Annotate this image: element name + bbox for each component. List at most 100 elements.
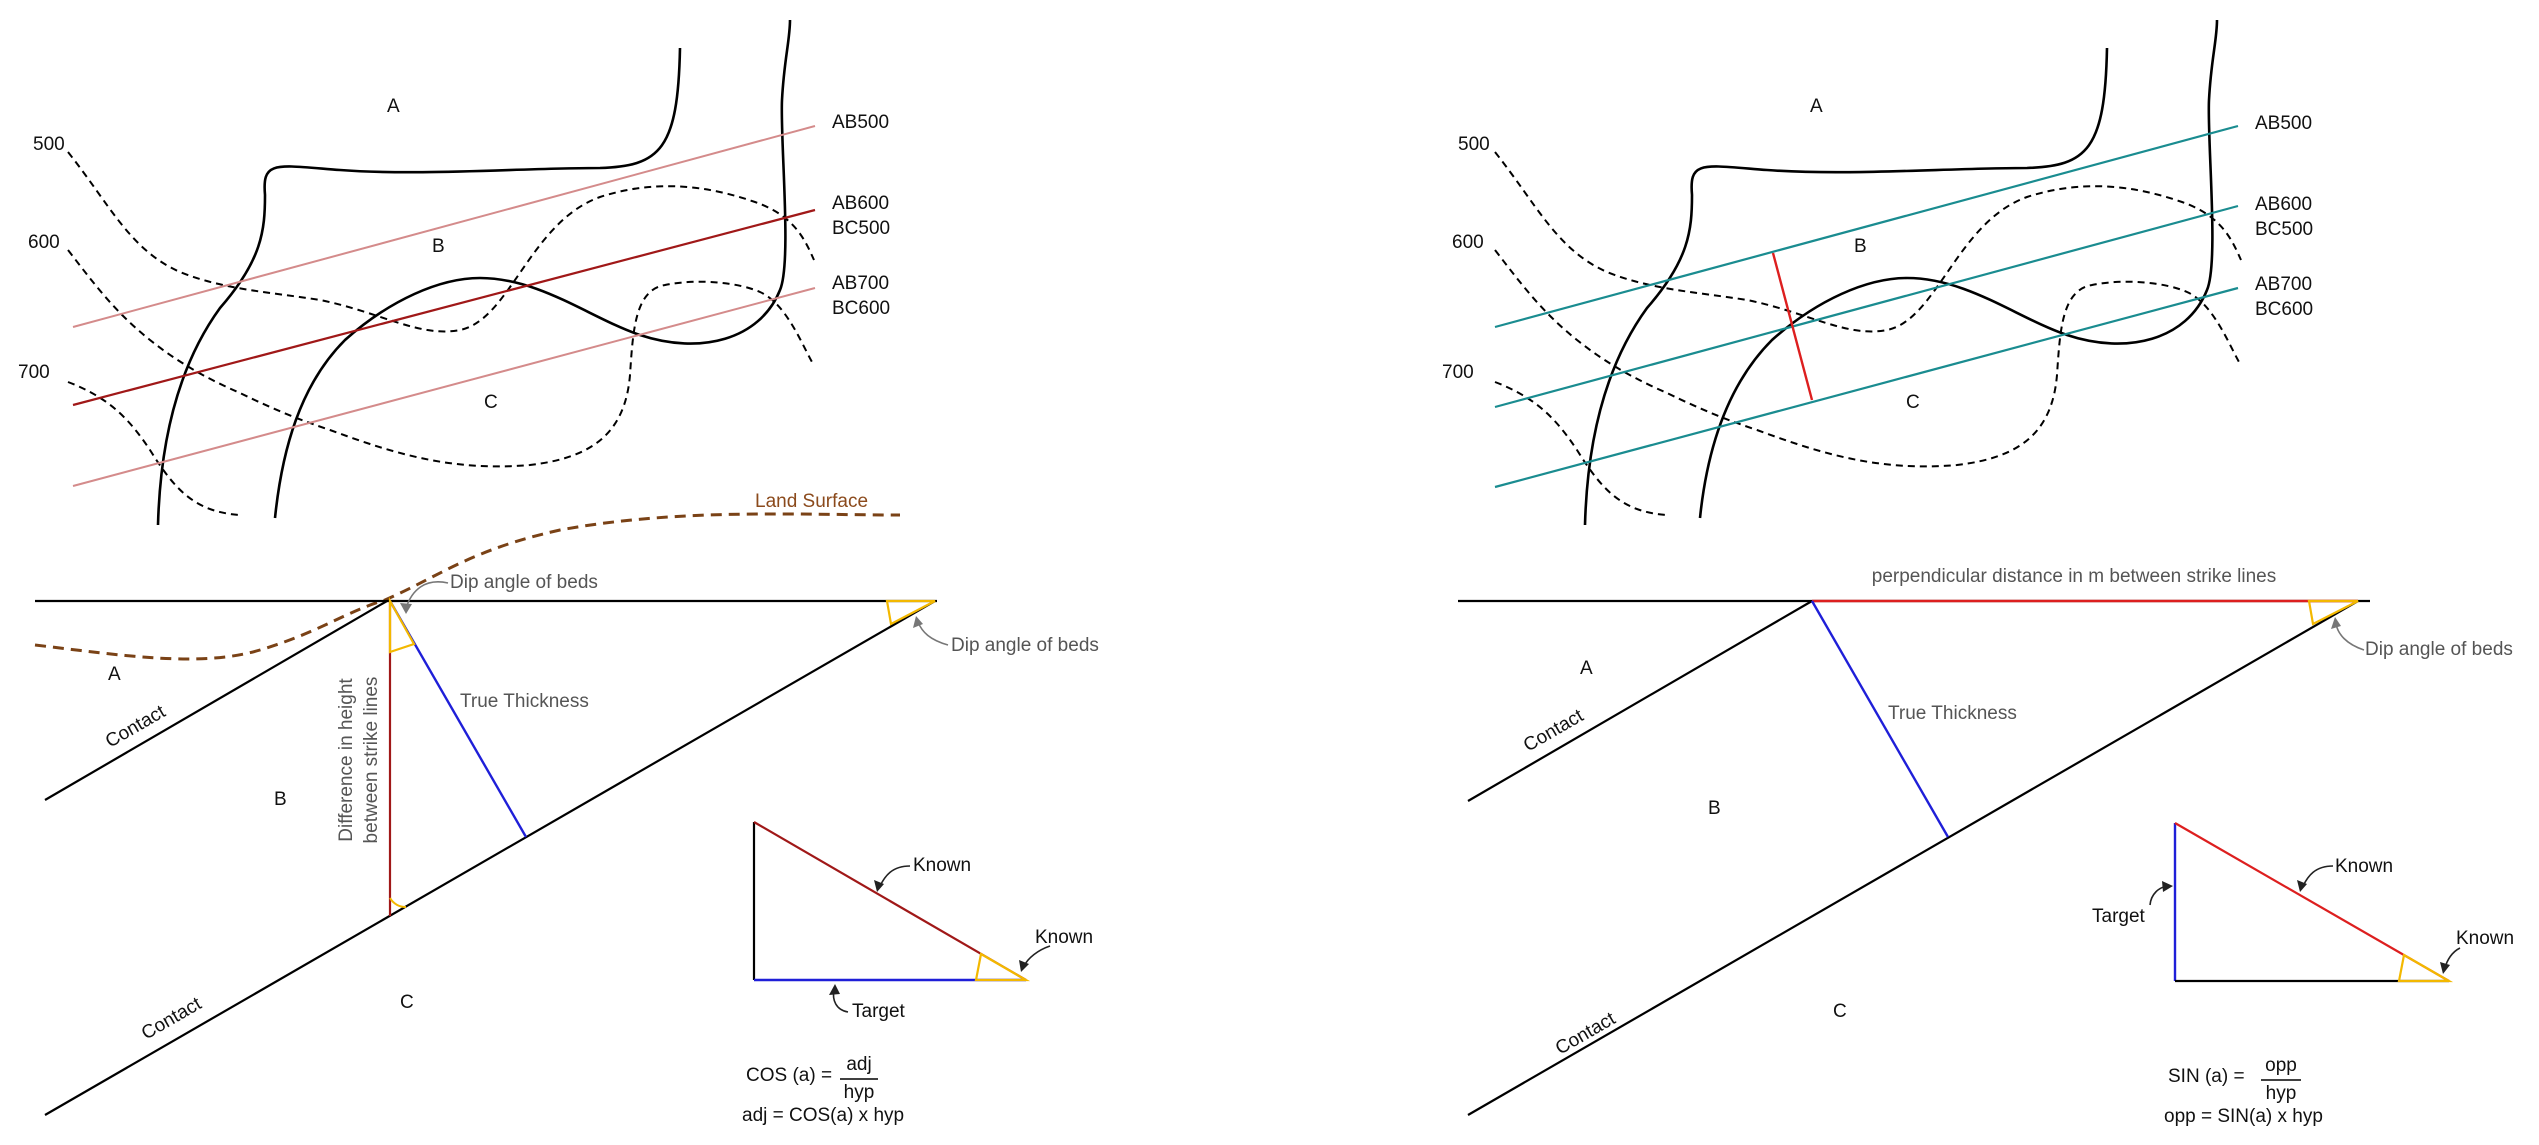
contour-500 [1494,151,2242,333]
strike-line-ab500 [72,125,816,328]
right-trig-triangle: Known Known Target [2092,822,2514,983]
contact-label-upper: Contact [1520,705,1588,756]
lower-contact-line [44,600,936,1116]
known-label-hyp: Known [913,855,971,876]
height-difference-label-line1: Difference in height [336,678,357,842]
contact-bc-map [1698,19,2219,519]
left-cross-section: Land Surface Dip angle of beds Dip angle… [34,491,1099,1116]
contour-600 [67,249,813,468]
perpendicular-distance-line [1771,252,1814,401]
known-arrowhead-angle [1019,960,1029,972]
height-difference-label-line2: between strike lines [361,677,382,844]
contour-label-700: 700 [18,362,50,383]
known-arrow-hyp [2302,865,2334,887]
known-label-hyp: Known [2335,856,2393,877]
strike-line-ab700-bc600 [72,287,816,487]
contour-label-600: 600 [1452,232,1484,253]
dip-angle-arrow-top [405,581,449,609]
angle-arc-bottom [389,897,407,909]
left-formula: COS (a) = adj hyp adj = COS(a) x hyp [742,1054,904,1126]
dip-angle-arrow-right [917,621,949,646]
true-thickness-line [1810,600,1950,838]
known-arrowhead-angle [2440,962,2450,974]
strike-line-ab600-bc500 [1494,204,2239,409]
sin-formula-lhs: SIN (a) = [2168,1066,2245,1087]
contact-label-lower: Contact [138,993,206,1044]
strike-label-bc600: BC600 [832,298,890,319]
strike-line-ab600-bc500 [72,208,816,407]
right-formula: SIN (a) = opp hyp opp = SIN(a) x hyp [2164,1055,2323,1127]
map-unit-label-c: C [484,392,498,413]
strike-label-bc600: BC600 [2255,299,2313,320]
contact-bc-map [273,19,792,519]
contour-700 [1494,381,1668,516]
strike-line-ab500 [1494,124,2239,329]
contour-600 [1494,249,2240,468]
known-arrowhead-hyp [2297,880,2307,892]
dip-angle-arrowhead-top [400,603,412,614]
map-unit-label-a: A [1810,96,1823,117]
dip-angle-triangle-right [885,599,936,626]
section-unit-label-b: B [274,789,287,810]
right-cross-section: perpendicular distance in m between stri… [1458,566,2513,1116]
strike-label-ab500: AB500 [2255,113,2312,134]
known-arrowhead-hyp [874,880,884,892]
right-geologic-map: 500 600 700 A B C AB500 AB600 BC500 AB70… [1442,19,2313,526]
known-label-angle: Known [2456,928,2514,949]
dip-angle-label-top: Dip angle of beds [450,572,598,593]
section-unit-label-a: A [108,664,121,685]
contour-label-500: 500 [33,134,65,155]
strike-line-ab700-bc600 [1494,286,2239,489]
cos-formula-denominator: hyp [844,1082,875,1103]
dip-angle-label-right: Dip angle of beds [2365,639,2513,660]
map-unit-label-b: B [432,236,445,257]
dip-angle-arrowhead-right [2331,617,2341,629]
contour-label-500: 500 [1458,134,1490,155]
target-arrowhead-vertical [2162,881,2173,892]
section-unit-label-c: C [400,992,414,1013]
contact-ab-map [1583,47,2109,526]
cos-formula-numerator: adj [846,1054,871,1075]
triangle-right-angle-mark [2397,953,2454,983]
contour-label-600: 600 [28,232,60,253]
strike-label-ab700: AB700 [832,273,889,294]
sin-formula-line2: opp = SIN(a) x hyp [2164,1106,2323,1127]
target-arrowhead-base [829,984,840,995]
contour-label-700: 700 [1442,362,1474,383]
upper-contact-line [1467,600,1813,802]
upper-contact-line [44,600,388,801]
strike-label-ab700: AB700 [2255,274,2312,295]
known-arrow-angle [1023,945,1051,967]
triangle-left-angle-mark [974,952,1031,982]
contact-label-upper: Contact [102,701,170,752]
lower-contact-line [1467,600,2359,1116]
contact-ab-map [156,47,682,526]
target-label: Target [2092,906,2146,927]
left-trig-triangle: Known Known Target [752,821,1093,1022]
contour-700 [67,381,241,516]
dip-angle-triangle-right [2307,599,2359,626]
strike-label-bc500: BC500 [832,218,890,239]
dip-angle-triangle-top [388,596,416,654]
sin-formula-numerator: opp [2265,1055,2297,1076]
left-geologic-map: 500 600 700 A B C AB500 AB600 BC500 AB70… [18,19,890,526]
map-unit-label-c: C [1906,392,1920,413]
known-arrow-hyp [879,865,911,887]
land-surface-label: Land Surface [755,491,868,512]
map-unit-label-a: A [387,96,400,117]
section-unit-label-a: A [1580,658,1593,679]
land-surface-line [34,512,901,661]
right-panel: 500 600 700 A B C AB500 AB600 BC500 AB70… [1442,19,2514,1127]
strike-label-bc500: BC500 [2255,219,2313,240]
map-unit-label-b: B [1854,236,1867,257]
left-panel: 500 600 700 A B C AB500 AB600 BC500 AB70… [18,19,1099,1126]
dip-angle-label-right: Dip angle of beds [951,635,1099,656]
perpendicular-distance-label: perpendicular distance in m between stri… [1872,566,2277,587]
true-thickness-label: True Thickness [460,691,589,712]
strike-label-ab600: AB600 [832,193,889,214]
true-thickness-label: True Thickness [1888,703,2017,724]
cos-formula-lhs: COS (a) = [746,1065,832,1086]
sin-formula-denominator: hyp [2266,1083,2297,1104]
strike-label-ab500: AB500 [832,112,889,133]
